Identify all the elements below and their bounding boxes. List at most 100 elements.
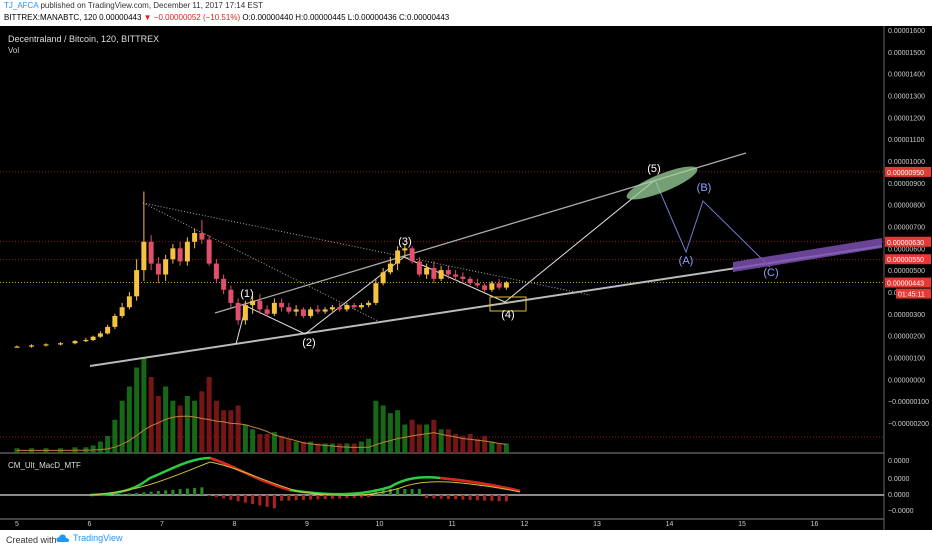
macd-histogram-bar [171,489,175,495]
price-tick-label: −0.00000200 [888,421,929,428]
candle-body [322,309,328,312]
candle-body [286,307,292,312]
down-arrow-icon: ▼ [143,13,152,22]
candle-body [58,343,63,345]
macd-histogram-bar [243,495,247,503]
chart-area[interactable] [0,26,932,530]
candle-body [431,267,437,279]
volume-bar [257,434,263,453]
price-badge-label: 0.00000630 [887,240,924,247]
macd-histogram-bar [120,494,124,495]
volume-bar [300,441,306,453]
volume-bar [242,424,248,453]
author-link[interactable]: TJ_AFCA [4,1,39,10]
volume-bar [134,367,140,453]
volume-bar [293,441,299,453]
ohlc-line: BITTREX:MANABTC, 120 0.00000443 ▼ −0.000… [4,13,449,22]
candle-body [155,263,161,275]
candle-body [453,274,459,277]
macd-histogram-bar [388,489,392,495]
volume-bar [308,441,314,453]
macd-tick-label: 0.0000 [888,458,910,465]
volume-bar [344,443,350,453]
candle-body [242,305,248,321]
publish-line: TJ_AFCA published on TradingView.com, De… [4,1,263,10]
published-text: published on TradingView.com, December 1… [40,1,263,10]
macd-histogram-bar [301,495,305,500]
price-tick-label: 0.00001300 [888,93,925,100]
tradingview-logo[interactable]: TradingView [56,533,123,543]
candle-body [141,241,147,271]
volume-bar [221,410,227,453]
wave4-box [489,296,527,312]
macd-histogram-bar [185,488,189,495]
price-tick-label: −0.00000100 [888,399,929,406]
candle-body [467,278,473,284]
macd-histogram-bar [352,495,356,498]
macd-line [89,456,521,497]
price-tick-label: 0.00000800 [888,203,925,210]
countdown-label: 01:45:11 [898,292,925,299]
candle-body [112,315,118,327]
macd-indicator-label: CM_Ult_MacD_MTF [8,461,81,470]
open-value: O:0.00000440 [242,13,294,22]
macd-histogram-bar [367,495,371,498]
candle-body [445,270,451,275]
close-value: C:0.00000443 [398,13,450,22]
price-badge [885,166,931,177]
x-tick-label: 9 [305,521,309,528]
price-tick-label: 0.00001600 [888,28,925,35]
macd-histogram-bar [280,495,284,501]
x-tick-label: 6 [88,521,92,528]
candle-body [351,305,357,308]
candle-body [206,239,212,264]
volume-bar [467,434,473,453]
macd-histogram-bar [468,495,472,500]
candle-body [257,300,263,310]
volume-bar [380,405,386,453]
candle-body [163,259,169,275]
volume-bar [366,438,372,453]
volume-bar [503,443,509,453]
macd-histogram-bar [403,489,407,495]
volume-bar [416,424,422,453]
candle-body [482,285,488,290]
candle-body [250,300,256,306]
candle-body [373,283,379,303]
macd-histogram-bar [475,495,479,501]
macd-histogram-bar [207,495,211,496]
wave-path [235,179,656,345]
volume-bar [489,441,495,453]
macd-histogram-bar [287,495,291,501]
macd-histogram-bar [454,495,458,500]
volume-bar [431,419,437,453]
macd-histogram-bar [294,495,298,501]
candle-body [315,309,321,312]
x-tick-label: 13 [593,521,601,528]
price-tick-label: 0.00001200 [888,115,925,122]
symbol-line: BITTREX:MANABTC, 120 [4,13,97,22]
macd-histogram-bar [323,495,327,500]
candle-body [228,289,234,303]
macd-histogram-bar [251,495,255,505]
candle-body [184,241,190,262]
candle-body [177,248,183,262]
x-tick-label: 14 [666,521,674,528]
price-tick-label: 0.00000500 [888,268,925,275]
price-badge [885,254,931,265]
price-tick-label: 0.00000200 [888,334,925,341]
tradingview-brand: TradingView [73,533,123,543]
volume-bar [373,400,379,453]
volume-bar [90,445,96,453]
candle-body [235,302,241,321]
volume-bar [170,400,176,453]
volume-bar [148,377,154,453]
macd-histogram-bar [316,495,320,500]
price-tick-label: 0.00000000 [888,377,925,384]
x-tick-label: 12 [521,521,529,528]
macd-histogram-bar [164,490,168,495]
candle-body [170,248,176,260]
macd-histogram-bar [236,495,240,502]
candle-body [72,341,78,344]
